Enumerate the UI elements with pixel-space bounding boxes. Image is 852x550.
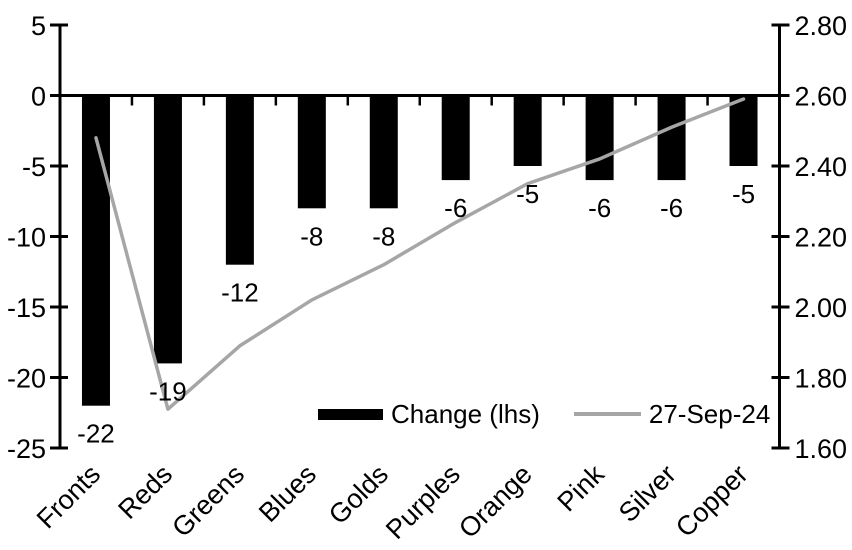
line-series	[94, 97, 746, 411]
left-axis-tick-label: -25	[7, 434, 46, 464]
legend: Change (lhs) 27-Sep-24	[318, 398, 770, 430]
bar-data-label: -8	[300, 221, 323, 251]
bar-copper	[729, 94, 758, 166]
right-axis-tick-label: 2.80	[795, 11, 848, 41]
left-axis-tick-label: 0	[31, 82, 46, 112]
right-axis-tick-label: 1.60	[795, 434, 848, 464]
category-label-fronts: Fronts	[31, 459, 106, 534]
legend-bar-swatch	[318, 408, 383, 420]
bar-data-label: -6	[444, 193, 467, 223]
category-label-blues: Blues	[253, 459, 322, 528]
bar-fronts	[81, 94, 110, 406]
category-label-silver: Silver	[613, 459, 682, 528]
bar-purples	[441, 94, 470, 181]
left-axis-tick-label: 5	[31, 11, 46, 41]
bar-data-label: -12	[221, 278, 259, 308]
bar-data-label: -5	[516, 179, 539, 209]
bar-greens	[225, 94, 254, 265]
legend-line-swatch	[573, 412, 641, 416]
bar-blues	[297, 94, 326, 209]
category-label-orange: Orange	[453, 459, 538, 544]
category-label-purples: Purples	[380, 459, 466, 545]
bar-orange	[513, 94, 542, 166]
left-axis-tick-label: -20	[7, 364, 46, 394]
category-label-reds: Reds	[112, 459, 178, 525]
bar-pink	[585, 94, 614, 181]
bar-reds	[153, 94, 182, 364]
left-axis-tick-label: -15	[7, 293, 46, 323]
category-label-greens: Greens	[166, 459, 250, 543]
right-axis-tick-label: 2.00	[795, 293, 848, 323]
right-axis-tick-label: 1.80	[795, 364, 848, 394]
bar-data-label: -8	[372, 221, 395, 251]
bar-golds	[369, 94, 398, 209]
bar-data-label: -6	[588, 193, 611, 223]
legend-bar-label: Change (lhs)	[391, 399, 540, 429]
right-axis-tick-label: 2.40	[795, 152, 848, 182]
bar-data-label: -6	[660, 193, 683, 223]
bar-data-label: -19	[149, 376, 187, 406]
right-axis-tick-label: 2.20	[795, 223, 848, 253]
bar-silver	[657, 94, 686, 181]
category-label-copper: Copper	[670, 459, 754, 543]
right-axis-tick-label: 2.60	[795, 82, 848, 112]
category-label-pink: Pink	[552, 459, 611, 518]
left-axis-tick-label: -5	[22, 152, 46, 182]
left-axis-tick-label: -10	[7, 223, 46, 253]
legend-line-label: 27-Sep-24	[648, 399, 771, 429]
bar-data-label: -5	[732, 179, 755, 209]
bar-data-label: -22	[77, 419, 115, 449]
